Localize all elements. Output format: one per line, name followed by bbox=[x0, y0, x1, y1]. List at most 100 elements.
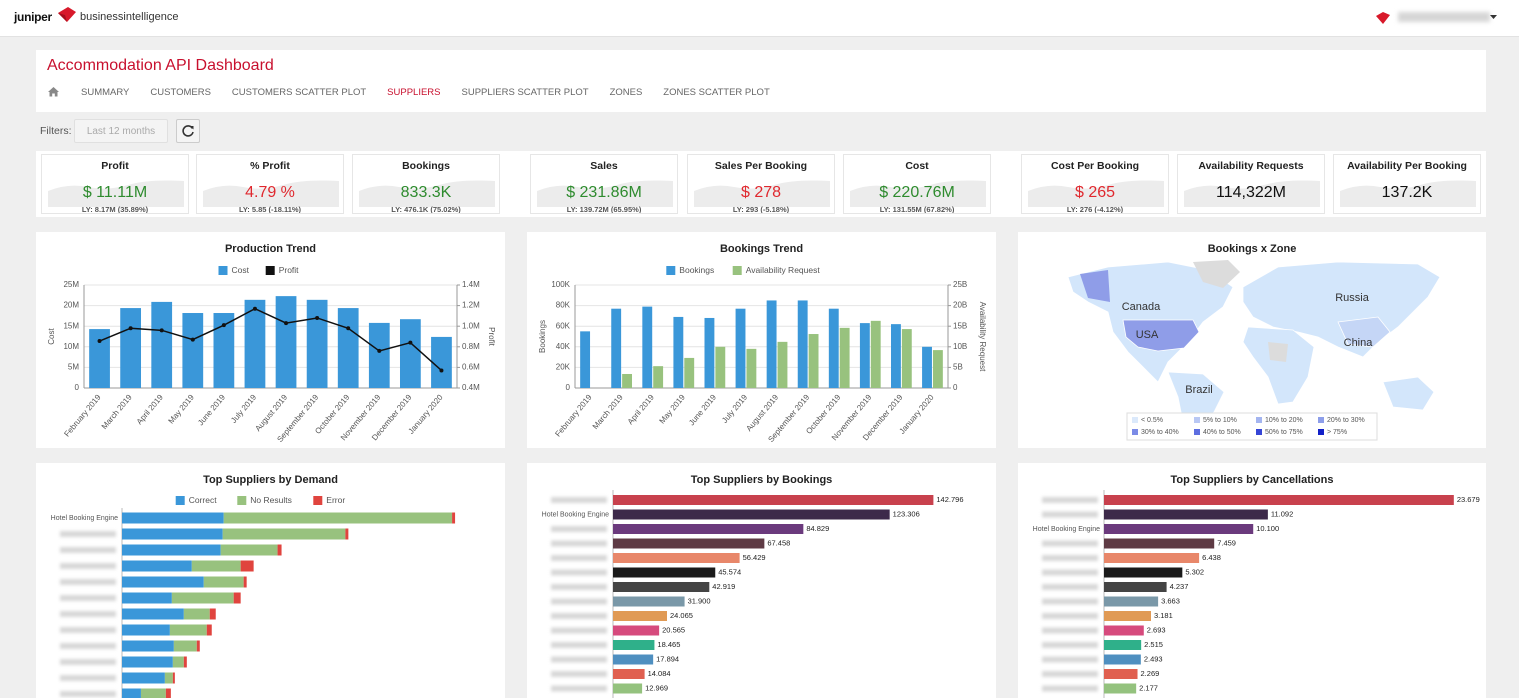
blurred-label bbox=[60, 659, 116, 665]
chart-panel: Top Suppliers by Demand Correct No Results… bbox=[36, 463, 505, 698]
bar bbox=[746, 348, 757, 388]
user-caret[interactable] bbox=[1490, 15, 1498, 21]
home-icon[interactable] bbox=[47, 86, 60, 97]
line-point bbox=[128, 326, 133, 331]
line-point bbox=[221, 323, 226, 328]
nav-tab[interactable]: CUSTOMERS SCATTER PLOT bbox=[231, 87, 367, 98]
y-tick-label: 20M bbox=[63, 301, 79, 310]
sparkline-area bbox=[537, 180, 673, 207]
bar-segment bbox=[122, 528, 223, 540]
bar bbox=[777, 341, 788, 388]
bar bbox=[399, 319, 421, 388]
period-filter[interactable]: Last 12 months bbox=[74, 119, 168, 143]
kpi-card: Availability Per Booking 137.2K bbox=[1333, 154, 1481, 214]
y2-tick-label: 25B bbox=[953, 280, 967, 289]
sparkline bbox=[1184, 180, 1320, 207]
nav-tab[interactable]: SUPPLIERS SCATTER PLOT bbox=[461, 87, 589, 98]
blurred-label bbox=[1042, 598, 1098, 605]
legend-label: Correct bbox=[189, 495, 218, 505]
x-tick-label: March 2019 bbox=[591, 392, 625, 431]
y-tick-label: 60K bbox=[556, 321, 571, 330]
map-legend-swatch bbox=[1318, 417, 1324, 423]
kpi-title: Cost Per Booking bbox=[1050, 160, 1140, 172]
brand: juniper bbox=[14, 10, 52, 24]
value-label: 123.306 bbox=[893, 509, 920, 518]
chart-panel: Production Trend 0 5M 10M 15M 20M 25M 0.4M 0.6M 0… bbox=[36, 232, 505, 448]
kpi-panel: Profit $ 11.11M LY: 8.17M (35.89%) % Profit… bbox=[36, 151, 1486, 217]
kpi-value: $ 231.86M bbox=[566, 184, 642, 201]
blurred-label bbox=[551, 685, 607, 692]
value-label: 4.237 bbox=[1170, 582, 1189, 591]
map-legend-swatch bbox=[1256, 417, 1262, 423]
y2-tick-label: 10B bbox=[953, 342, 967, 351]
blurred-label bbox=[1042, 685, 1098, 692]
blurred-label bbox=[551, 540, 607, 547]
chart-panel: Canada Russia USA China Brazil Bookings … bbox=[1018, 232, 1486, 448]
value-label: 17.894 bbox=[656, 654, 679, 663]
bar bbox=[613, 654, 654, 665]
chart-title: Top Suppliers by Cancellations bbox=[1171, 474, 1334, 486]
bar-segment bbox=[223, 512, 453, 524]
y-tick-label: Hotel Booking Engine bbox=[542, 511, 609, 518]
line-series bbox=[99, 307, 442, 372]
bar-segment bbox=[345, 528, 349, 540]
value-label: 12.969 bbox=[645, 683, 668, 692]
nav-tab[interactable]: CUSTOMERS bbox=[150, 87, 211, 98]
blurred-label bbox=[60, 547, 116, 553]
nav-tab[interactable]: SUPPLIERS bbox=[387, 87, 441, 98]
user-name-blurred[interactable] bbox=[1398, 12, 1490, 22]
kpi-card: Availability Requests 114,322M bbox=[1177, 154, 1325, 214]
bar bbox=[1104, 669, 1138, 679]
bar bbox=[613, 582, 710, 592]
sparkline bbox=[694, 180, 830, 207]
value-label: 10.100 bbox=[1256, 524, 1279, 533]
kpi-card: Cost Per Booking $ 265 LY: 276 (-4.12%) bbox=[1021, 154, 1169, 214]
kpi-value: $ 278 bbox=[740, 184, 782, 201]
y2-tick-label: 1.0M bbox=[462, 321, 480, 330]
bar bbox=[613, 625, 660, 636]
bar bbox=[1104, 509, 1268, 520]
bar-segment bbox=[122, 544, 221, 556]
tab-bar: SUMMARY CUSTOMERS CUSTOMERS SCATTER PLOT SU… bbox=[81, 87, 770, 98]
y2-tick-label: 0.6M bbox=[462, 363, 480, 372]
nav-tab[interactable]: SUMMARY bbox=[81, 87, 130, 98]
value-label: 42.919 bbox=[712, 582, 735, 591]
blurred-label bbox=[551, 598, 607, 605]
bar-segment bbox=[206, 624, 212, 636]
legend-label: Availability Request bbox=[746, 265, 821, 275]
nav-tab[interactable]: ZONES bbox=[609, 87, 643, 98]
map-legend-swatch bbox=[1132, 417, 1138, 423]
bar bbox=[213, 313, 235, 388]
value-label: 18.465 bbox=[657, 640, 680, 649]
value-label: 2.269 bbox=[1141, 669, 1160, 678]
bar bbox=[1104, 582, 1167, 592]
legend-swatch bbox=[175, 496, 185, 505]
y-tick-label: 5M bbox=[68, 363, 79, 372]
y2-tick-label: 0.8M bbox=[462, 342, 480, 351]
value-label: 7.459 bbox=[1217, 538, 1236, 547]
kpi-card: % Profit 4.79 % LY: 5.85 (-18.11%) bbox=[196, 154, 344, 214]
bar-segment bbox=[196, 640, 200, 652]
kpi-title: Cost bbox=[905, 160, 929, 172]
bar bbox=[89, 329, 110, 388]
kpi-value: 137.2K bbox=[1381, 184, 1433, 201]
legend-swatch bbox=[732, 266, 742, 275]
bar bbox=[1104, 567, 1183, 578]
bar-segment bbox=[122, 624, 170, 636]
map-legend-label: 30% to 40% bbox=[1141, 429, 1179, 436]
bar bbox=[653, 366, 664, 388]
bar-segment bbox=[277, 544, 282, 556]
nav-tab[interactable]: ZONES SCATTER PLOT bbox=[663, 87, 770, 98]
world-map bbox=[1067, 260, 1441, 431]
chart-title: Bookings Trend bbox=[720, 243, 803, 255]
refresh-button[interactable] bbox=[176, 119, 200, 143]
blurred-label bbox=[551, 642, 607, 648]
blurred-label bbox=[1042, 627, 1098, 634]
sparkline-area bbox=[1184, 180, 1320, 207]
kpi-card: Profit $ 11.11M LY: 8.17M (35.89%) bbox=[41, 154, 189, 214]
map-legend-label: > 75% bbox=[1327, 429, 1347, 436]
map-legend-swatch bbox=[1194, 429, 1200, 435]
bar bbox=[613, 509, 890, 520]
bar bbox=[673, 316, 684, 388]
bar bbox=[1104, 611, 1151, 621]
